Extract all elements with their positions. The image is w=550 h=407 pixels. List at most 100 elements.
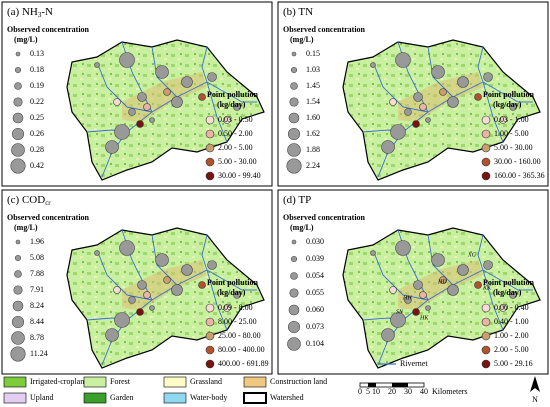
obs-legend-title: (mg/L) (14, 35, 38, 44)
obs-legend-value: 8.44 (30, 317, 44, 326)
point-source (474, 93, 482, 101)
pp-legend-circle (205, 129, 215, 139)
observed-site (390, 124, 406, 140)
pp-legend-value: 80.00 - 400.00 (218, 345, 265, 354)
legend-swatch (83, 392, 107, 404)
observed-site (207, 260, 217, 270)
observed-site (181, 264, 193, 276)
obs-legend-circle (289, 288, 299, 298)
point-source (474, 281, 482, 289)
pp-legend-title: (kg/day) (217, 288, 246, 297)
obs-legend-circle (10, 346, 26, 362)
point-source (223, 304, 231, 312)
title-text: (d) TP (283, 194, 311, 206)
observed-site (390, 312, 406, 328)
observed-site (233, 103, 241, 111)
pp-legend-value: 0.40 - 1.00 (494, 317, 529, 326)
pp-legend-title: (kg/day) (493, 100, 522, 109)
obs-legend-value: 2.24 (306, 161, 320, 170)
observed-site (404, 108, 412, 116)
river (201, 234, 208, 271)
pp-legend-circle (481, 129, 491, 139)
pp-legend-value: 0.03 - 0.50 (218, 115, 253, 124)
river (482, 269, 504, 331)
legend-label: Water-body (190, 393, 227, 402)
obs-legend-circle (14, 254, 22, 262)
observed-site (128, 296, 136, 304)
legend-label: Watershed (270, 393, 304, 402)
obs-legend-circle (10, 158, 26, 174)
river (477, 46, 484, 83)
obs-legend-circle (12, 112, 24, 124)
pp-legend-circle (481, 331, 491, 341)
panel: (b) TN Observed concentration(mg/L) 0.15 1.… (277, 1, 549, 187)
scale-bar-fill (392, 383, 408, 387)
obs-legend-value: 1.45 (306, 81, 320, 90)
obs-legend-circle (11, 315, 25, 329)
pp-legend-circle (481, 303, 491, 313)
pp-legend-value: 5.00 - 30.00 (218, 157, 257, 166)
observed-site (447, 96, 459, 108)
obs-legend-circle (14, 66, 22, 74)
pp-legend-value: 25.00 - 80.00 (218, 331, 261, 340)
panel: (a) NH3-N Observed concentration(mg/L) 0.1… (1, 1, 273, 187)
obs-legend-value: 0.055 (306, 288, 324, 297)
river (201, 46, 208, 83)
legend-label: Grassland (190, 377, 222, 386)
station-label: HH (402, 295, 412, 301)
obs-legend-title: Observed concentration (7, 25, 90, 34)
observed-site (207, 72, 217, 82)
pp-legend-value: 0.03 - 1.00 (494, 115, 529, 124)
observed-site (171, 284, 183, 296)
obs-legend-circle (287, 320, 301, 334)
observed-site (395, 52, 411, 68)
observed-site (509, 103, 517, 111)
obs-legend-circle (15, 239, 21, 245)
point-source (499, 304, 507, 312)
observed-site (105, 328, 119, 342)
observed-site (114, 124, 130, 140)
point-source (389, 286, 397, 294)
obs-legend-circle (14, 270, 22, 278)
point-source (113, 98, 121, 106)
scale-tick: 0 (358, 387, 362, 396)
point-source (163, 88, 171, 96)
obs-legend-title: Observed concentration (283, 25, 366, 34)
obs-legend-title: (mg/L) (290, 35, 314, 44)
legend-label: Garden (110, 393, 134, 402)
observed-site (94, 62, 100, 68)
legend-swatch (163, 376, 187, 388)
pp-legend-title: Point pollution (207, 278, 258, 287)
pp-legend-circle (205, 317, 215, 327)
obs-legend-circle (287, 127, 301, 141)
north-arrow (530, 376, 540, 392)
pp-legend-circle (205, 171, 215, 181)
point-source (198, 281, 206, 289)
obs-legend-title: Observed concentration (283, 213, 366, 222)
station-label: XG (467, 252, 477, 258)
pp-legend-circle (481, 143, 491, 153)
legend-label: Upland (30, 393, 54, 402)
station-label: KK (482, 285, 492, 291)
river (482, 81, 504, 143)
obs-legend-value: 1.54 (306, 97, 320, 106)
obs-legend-circle (290, 82, 298, 90)
point-source (419, 103, 427, 111)
observed-site (447, 284, 459, 296)
observed-site (413, 92, 423, 102)
observed-site (457, 264, 469, 276)
station-label: HK (419, 315, 429, 321)
pp-legend-value: 0.50 - 2.00 (218, 129, 253, 138)
obs-legend-value: 7.88 (30, 269, 44, 278)
observed-site (413, 280, 423, 290)
pp-legend-value: 30.00 - 160.00 (494, 157, 541, 166)
obs-legend-title: (mg/L) (14, 223, 38, 232)
point-source (439, 276, 447, 284)
scale-tick: 5 (366, 387, 370, 396)
point-source (113, 286, 121, 294)
obs-legend-circle (287, 143, 301, 157)
obs-legend-circle (11, 143, 25, 157)
obs-legend-value: 0.22 (30, 97, 44, 106)
point-source (163, 276, 171, 284)
obs-legend-circle (290, 255, 298, 263)
